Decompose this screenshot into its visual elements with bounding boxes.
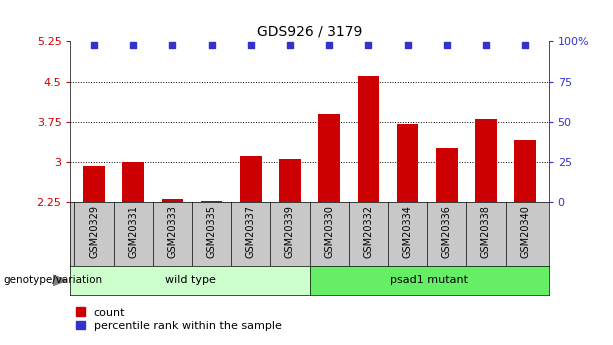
Point [246,42,256,48]
Text: GSM20333: GSM20333 [167,205,177,258]
Point [442,42,452,48]
Point [324,42,334,48]
Text: wild type: wild type [165,275,215,285]
Text: GSM20331: GSM20331 [128,205,138,258]
Point [89,42,99,48]
Legend: count, percentile rank within the sample: count, percentile rank within the sample [76,307,282,331]
Bar [201,201,223,202]
Bar [83,166,105,202]
Bar [357,76,379,202]
Point [167,42,177,48]
Text: GSM20335: GSM20335 [207,205,216,258]
Point [520,42,530,48]
Point [481,42,491,48]
Bar [475,119,497,202]
Point [207,42,216,48]
Point [364,42,373,48]
Text: psad1 mutant: psad1 mutant [390,275,468,285]
Text: GSM20339: GSM20339 [285,205,295,258]
Text: GSM20330: GSM20330 [324,205,334,258]
Bar [397,124,418,202]
Bar [123,162,144,202]
Bar [318,114,340,202]
Text: GSM20329: GSM20329 [89,205,99,258]
Bar [240,156,262,202]
Text: GSM20334: GSM20334 [403,205,413,258]
Title: GDS926 / 3179: GDS926 / 3179 [257,25,362,39]
Bar [436,148,457,202]
Point [128,42,138,48]
Text: GSM20337: GSM20337 [246,205,256,258]
Text: GSM20338: GSM20338 [481,205,491,258]
Bar [279,159,301,202]
Text: GSM20340: GSM20340 [520,205,530,258]
Text: GSM20332: GSM20332 [364,205,373,258]
Point [285,42,295,48]
Polygon shape [53,275,67,286]
Text: GSM20336: GSM20336 [442,205,452,258]
Bar [514,140,536,202]
Text: genotype/variation: genotype/variation [3,275,102,285]
Point [403,42,413,48]
Bar [162,199,183,202]
